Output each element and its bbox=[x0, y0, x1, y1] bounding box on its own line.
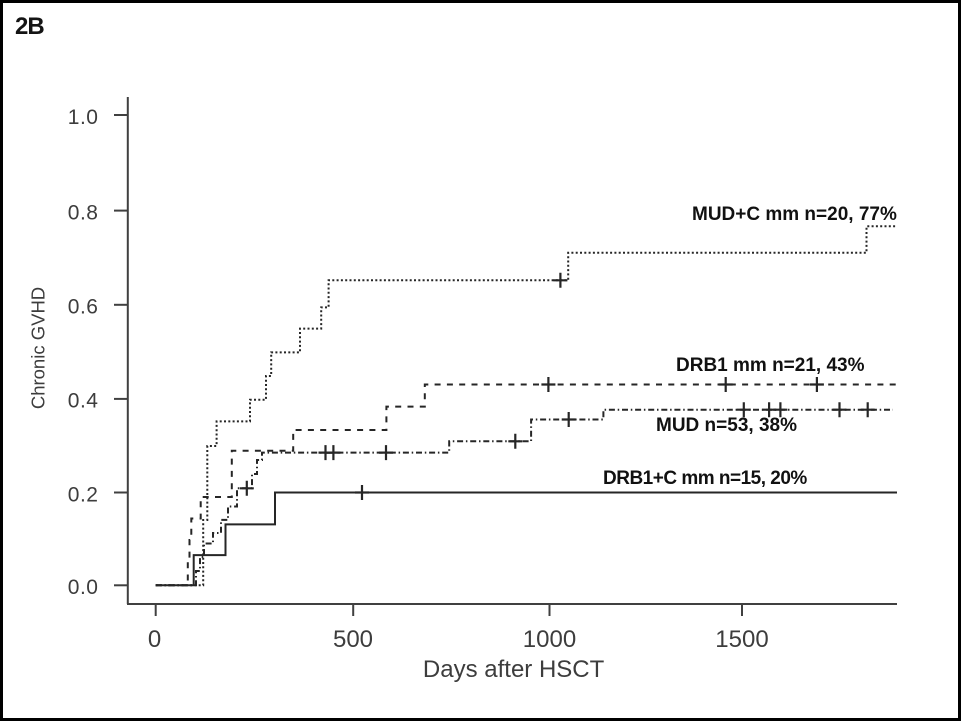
svg-text:MUD+C mm n=20, 77%: MUD+C mm n=20, 77% bbox=[692, 204, 897, 225]
svg-text:0.6: 0.6 bbox=[68, 296, 99, 319]
svg-text:0.2: 0.2 bbox=[68, 483, 99, 506]
svg-text:DRB1+C mm n=15, 20%: DRB1+C mm n=15, 20% bbox=[603, 468, 807, 489]
svg-text:DRB1 mm n=21, 43%: DRB1 mm n=21, 43% bbox=[676, 355, 865, 376]
svg-text:0: 0 bbox=[148, 626, 161, 653]
svg-text:1000: 1000 bbox=[523, 626, 576, 653]
svg-text:Days after HSCT: Days after HSCT bbox=[423, 656, 605, 683]
svg-text:0.8: 0.8 bbox=[68, 201, 99, 224]
svg-text:1500: 1500 bbox=[715, 626, 768, 653]
svg-text:Chronic GVHD: Chronic GVHD bbox=[28, 287, 49, 409]
svg-text:0.4: 0.4 bbox=[68, 390, 99, 413]
svg-text:1.0: 1.0 bbox=[68, 106, 99, 129]
svg-text:MUD n=53, 38%: MUD n=53, 38% bbox=[656, 415, 797, 436]
svg-text:0.0: 0.0 bbox=[68, 576, 99, 599]
svg-text:500: 500 bbox=[333, 626, 373, 653]
